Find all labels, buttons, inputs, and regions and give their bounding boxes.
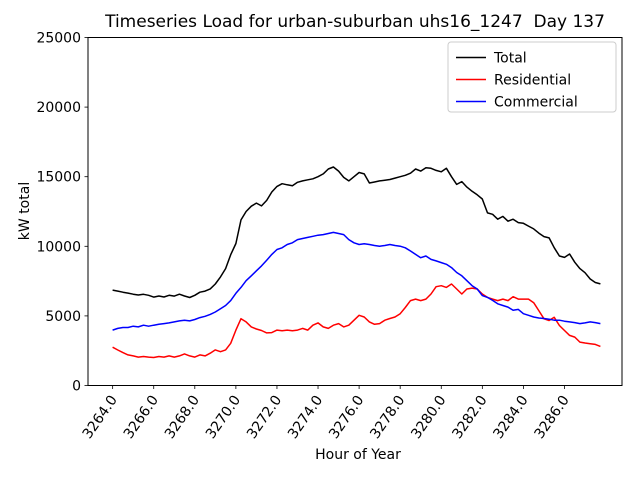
y-tick-label: 25000 — [36, 31, 81, 47]
axes-frame — [87, 37, 623, 386]
x-tick-label: 3274.0 — [285, 393, 326, 442]
x-tick-label: 3280.0 — [408, 393, 449, 442]
legend-label-residential: Residential — [494, 73, 571, 89]
x-tick-label: 3278.0 — [367, 393, 408, 442]
legend-box — [447, 41, 617, 113]
x-tick-label: 3268.0 — [162, 393, 203, 442]
plot-series — [112, 166, 601, 359]
legend-label-commercial: Commercial — [494, 95, 578, 111]
x-axis-ticks: 3264.0 3266.0 3268.0 3270.0 3272.0 3274.0 3276… — [80, 385, 573, 442]
y-tick-label: 0 — [72, 379, 81, 395]
x-tick-label: 3272.0 — [244, 393, 285, 442]
y-axis-label: kW total — [17, 182, 33, 240]
series-line-residential — [112, 283, 601, 359]
legend: Total Residential Commercial — [447, 41, 617, 113]
series-line-total — [112, 166, 601, 299]
x-axis-label: Hour of Year — [315, 447, 401, 463]
x-tick-label: 3266.0 — [121, 393, 162, 442]
y-tick-label: 15000 — [36, 170, 81, 186]
x-tick-label: 3284.0 — [490, 393, 531, 442]
y-tick-label: 20000 — [36, 100, 81, 116]
x-tick-label: 3286.0 — [532, 393, 573, 442]
series-line-commercial — [112, 231, 601, 331]
y-tick-label: 10000 — [36, 239, 81, 255]
x-tick-label: 3264.0 — [80, 393, 121, 442]
x-tick-label: 3270.0 — [203, 393, 244, 442]
x-tick-label: 3282.0 — [449, 393, 490, 442]
x-tick-label: 3276.0 — [326, 393, 367, 442]
chart-title: Timeseries Load for urban-suburban uhs16… — [104, 12, 605, 32]
y-tick-label: 5000 — [45, 309, 81, 325]
y-axis-ticks: 0 5000 10000 15000 20000 25000 — [36, 31, 88, 395]
legend-label-total: Total — [493, 51, 527, 67]
